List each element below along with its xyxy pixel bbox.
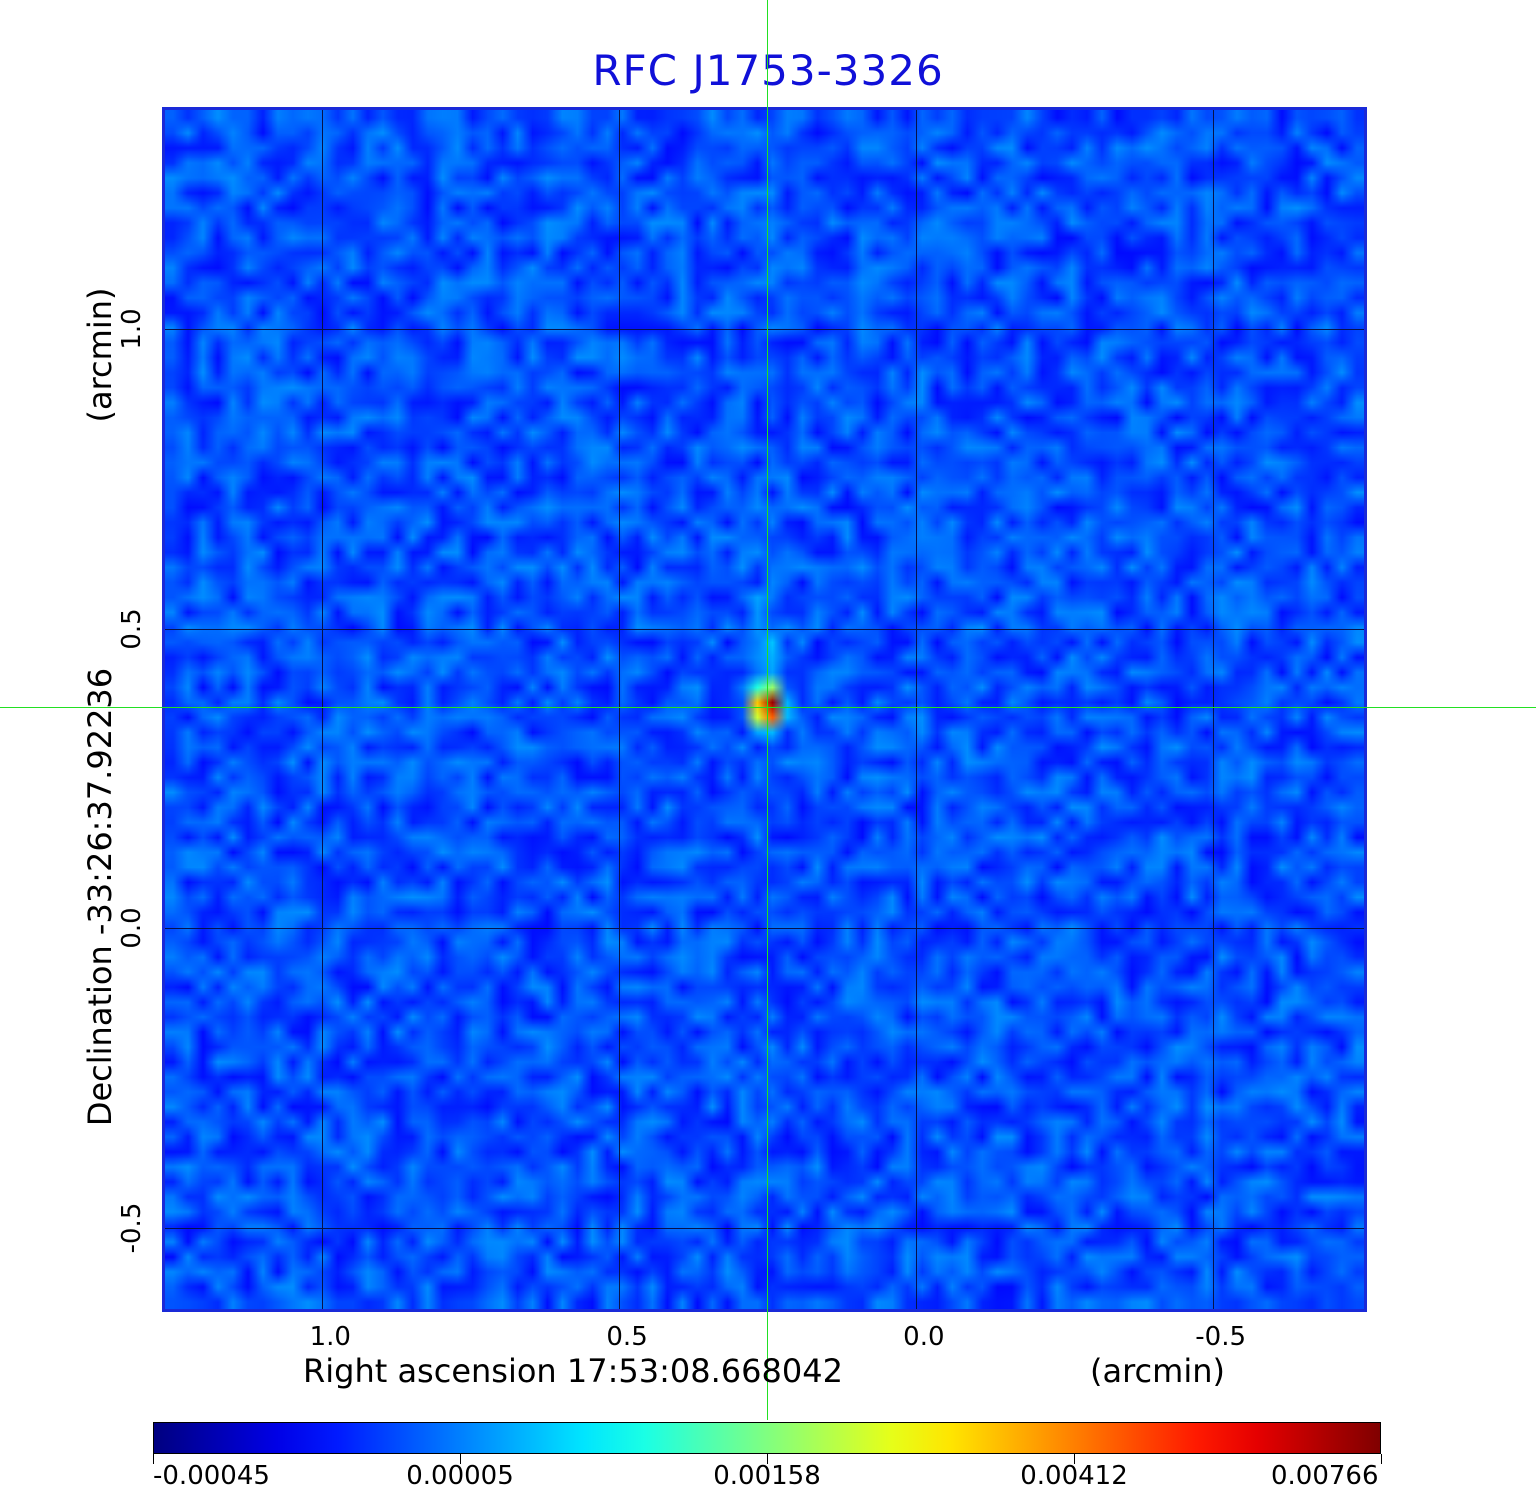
y-tick-label: 0.0 — [117, 907, 147, 949]
y-axis-label: Declination -33:26:37.92236 — [81, 667, 119, 1127]
colorbar-tick-label: -0.00045 — [153, 1461, 270, 1491]
x-tick-label: 0.0 — [903, 1322, 945, 1352]
colorbar-tick-label: 0.00158 — [713, 1461, 821, 1491]
colorbar-tick — [460, 1454, 461, 1464]
grid-line-vertical — [322, 110, 324, 1309]
image-panel[interactable] — [162, 107, 1367, 1312]
colorbar-tick — [153, 1454, 154, 1464]
x-axis-unit: (arcmin) — [1090, 1352, 1225, 1390]
grid-line-horizontal — [165, 328, 1364, 330]
y-tick-label: -0.5 — [117, 1202, 147, 1254]
colorbar — [153, 1422, 1381, 1454]
x-tick-label: 1.0 — [309, 1322, 351, 1352]
y-tick-label: 0.5 — [117, 607, 147, 650]
x-tick-label: 0.5 — [606, 1322, 648, 1352]
x-axis-label: Right ascension 17:53:08.668042 — [303, 1352, 843, 1390]
colorbar-tick-label: 0.00005 — [406, 1461, 514, 1491]
chart-title: RFC J1753-3326 — [592, 46, 944, 95]
colorbar-tick — [1381, 1454, 1382, 1464]
grid-line-vertical — [619, 110, 621, 1309]
grid-line-horizontal — [165, 628, 1364, 630]
colorbar-tick — [1074, 1454, 1075, 1464]
x-tick-label: -0.5 — [1195, 1322, 1247, 1352]
crosshair-vertical — [767, 0, 768, 1420]
crosshair-horizontal — [0, 707, 1536, 708]
y-tick-label: 1.0 — [117, 308, 147, 350]
colorbar-tick-label: 0.00412 — [1020, 1461, 1128, 1491]
grid-line-horizontal — [165, 1228, 1364, 1230]
colorbar-tick-label: 0.00766 — [1271, 1461, 1379, 1491]
grid-line-vertical — [1212, 110, 1214, 1309]
colorbar-tick — [767, 1454, 768, 1464]
grid-line-vertical — [915, 110, 917, 1309]
y-axis-unit: (arcmin) — [81, 287, 119, 423]
grid-line-horizontal — [165, 928, 1364, 930]
intensity-map — [165, 110, 1364, 1309]
